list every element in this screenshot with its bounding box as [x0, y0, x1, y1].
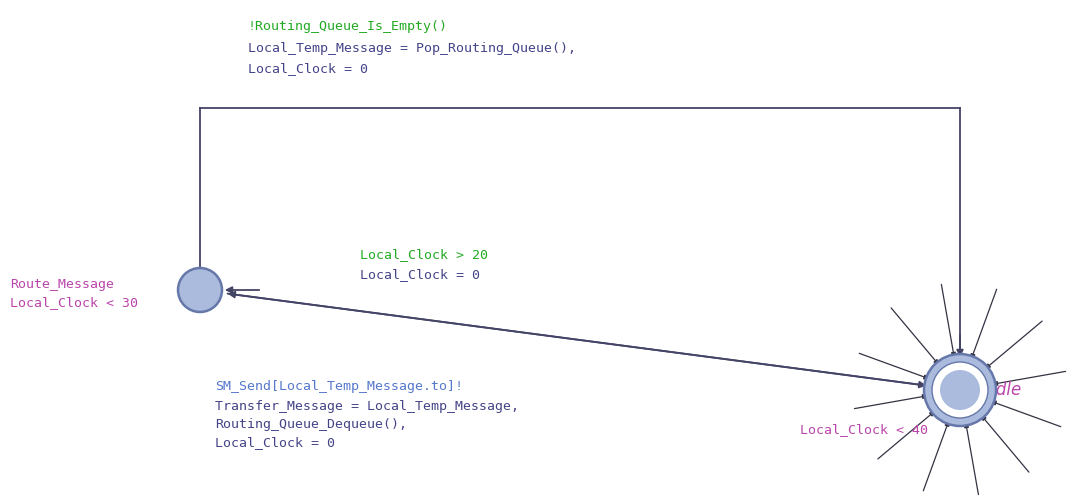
Text: !Routing_Queue_Is_Empty(): !Routing_Queue_Is_Empty() — [248, 20, 448, 33]
Text: Route_Message: Route_Message — [10, 278, 114, 291]
Text: SM_Send[Local_Temp_Message.to]!: SM_Send[Local_Temp_Message.to]! — [215, 380, 463, 393]
Circle shape — [924, 354, 996, 426]
Text: Local_Clock < 30: Local_Clock < 30 — [10, 296, 138, 309]
Text: Transfer_Message = Local_Temp_Message,: Transfer_Message = Local_Temp_Message, — [215, 400, 519, 413]
Text: Local_Clock > 20: Local_Clock > 20 — [360, 248, 488, 261]
Circle shape — [940, 370, 980, 410]
Text: Local_Clock < 40: Local_Clock < 40 — [800, 424, 928, 437]
Text: Idle: Idle — [992, 381, 1023, 399]
Text: Local_Clock = 0: Local_Clock = 0 — [360, 268, 480, 281]
Circle shape — [178, 268, 222, 312]
Text: Local_Temp_Message = Pop_Routing_Queue(),: Local_Temp_Message = Pop_Routing_Queue()… — [248, 42, 576, 55]
Text: Routing_Queue_Dequeue(),: Routing_Queue_Dequeue(), — [215, 418, 407, 431]
Text: Local_Clock = 0: Local_Clock = 0 — [215, 436, 334, 449]
Circle shape — [932, 362, 988, 418]
Text: Local_Clock = 0: Local_Clock = 0 — [248, 62, 368, 75]
